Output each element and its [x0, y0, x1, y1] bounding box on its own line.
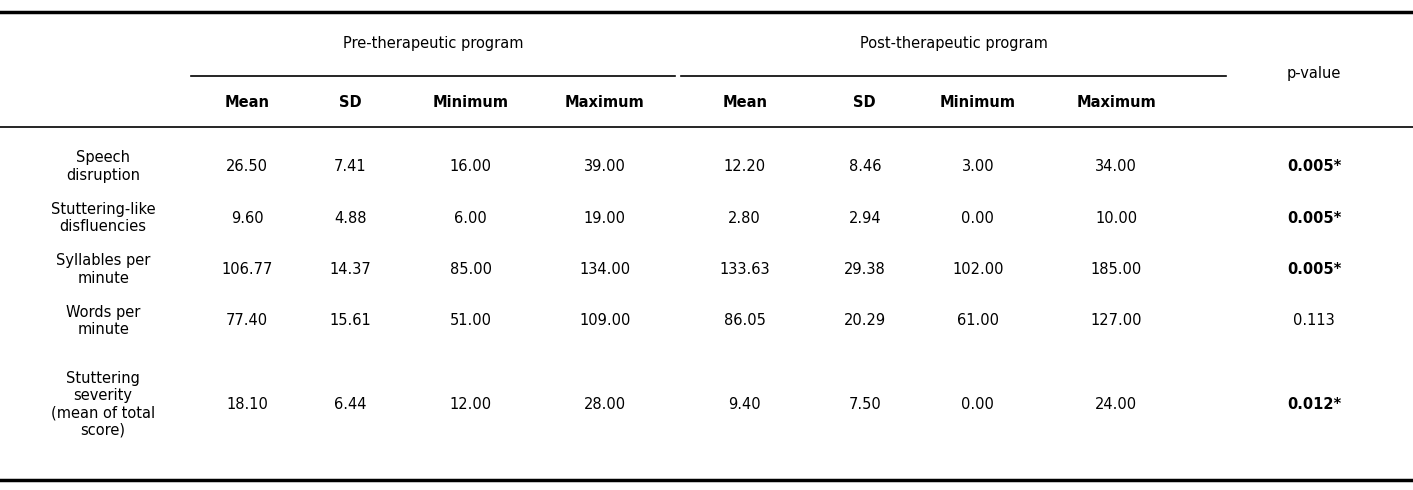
- Text: 12.20: 12.20: [723, 159, 766, 174]
- Text: Maximum: Maximum: [565, 96, 644, 110]
- Text: 9.60: 9.60: [230, 211, 264, 225]
- Text: 0.113: 0.113: [1293, 314, 1335, 328]
- Text: 34.00: 34.00: [1095, 159, 1137, 174]
- Text: 0.012*: 0.012*: [1287, 397, 1341, 412]
- Text: Speech
disruption: Speech disruption: [66, 150, 140, 183]
- Text: SD: SD: [339, 96, 362, 110]
- Text: 24.00: 24.00: [1095, 397, 1137, 412]
- Text: 2.80: 2.80: [728, 211, 762, 225]
- Text: 61.00: 61.00: [957, 314, 999, 328]
- Text: 12.00: 12.00: [449, 397, 492, 412]
- Text: 0.005*: 0.005*: [1287, 159, 1341, 174]
- Text: 19.00: 19.00: [584, 211, 626, 225]
- Text: 10.00: 10.00: [1095, 211, 1137, 225]
- Text: 9.40: 9.40: [728, 397, 762, 412]
- Text: 4.88: 4.88: [333, 211, 367, 225]
- Text: 2.94: 2.94: [848, 211, 882, 225]
- Text: 14.37: 14.37: [329, 262, 372, 277]
- Text: 28.00: 28.00: [584, 397, 626, 412]
- Text: Stuttering
severity
(mean of total
score): Stuttering severity (mean of total score…: [51, 370, 155, 438]
- Text: 109.00: 109.00: [579, 314, 630, 328]
- Text: 134.00: 134.00: [579, 262, 630, 277]
- Text: 77.40: 77.40: [226, 314, 268, 328]
- Text: Minimum: Minimum: [432, 96, 509, 110]
- Text: Maximum: Maximum: [1077, 96, 1156, 110]
- Text: Minimum: Minimum: [940, 96, 1016, 110]
- Text: 20.29: 20.29: [844, 314, 886, 328]
- Text: 0.005*: 0.005*: [1287, 262, 1341, 277]
- Text: 6.00: 6.00: [454, 211, 487, 225]
- Text: 85.00: 85.00: [449, 262, 492, 277]
- Text: 102.00: 102.00: [952, 262, 1003, 277]
- Text: 39.00: 39.00: [584, 159, 626, 174]
- Text: 51.00: 51.00: [449, 314, 492, 328]
- Text: 0.00: 0.00: [961, 397, 995, 412]
- Text: Pre-therapeutic program: Pre-therapeutic program: [343, 36, 523, 50]
- Text: 7.50: 7.50: [848, 397, 882, 412]
- Text: 0.005*: 0.005*: [1287, 211, 1341, 225]
- Text: Post-therapeutic program: Post-therapeutic program: [861, 36, 1047, 50]
- Text: Syllables per
minute: Syllables per minute: [57, 253, 150, 286]
- Text: 0.00: 0.00: [961, 211, 995, 225]
- Text: SD: SD: [853, 96, 876, 110]
- Text: 16.00: 16.00: [449, 159, 492, 174]
- Text: 7.41: 7.41: [333, 159, 367, 174]
- Text: 106.77: 106.77: [222, 262, 273, 277]
- Text: 26.50: 26.50: [226, 159, 268, 174]
- Text: 18.10: 18.10: [226, 397, 268, 412]
- Text: Stuttering-like
disfluencies: Stuttering-like disfluencies: [51, 202, 155, 234]
- Text: 3.00: 3.00: [961, 159, 995, 174]
- Text: 15.61: 15.61: [329, 314, 372, 328]
- Text: 127.00: 127.00: [1091, 314, 1142, 328]
- Text: p-value: p-value: [1287, 66, 1341, 80]
- Text: 133.63: 133.63: [719, 262, 770, 277]
- Text: Mean: Mean: [225, 96, 270, 110]
- Text: 185.00: 185.00: [1091, 262, 1142, 277]
- Text: 86.05: 86.05: [723, 314, 766, 328]
- Text: Words per
minute: Words per minute: [66, 305, 140, 337]
- Text: Mean: Mean: [722, 96, 767, 110]
- Text: 8.46: 8.46: [848, 159, 882, 174]
- Text: 6.44: 6.44: [333, 397, 367, 412]
- Text: 29.38: 29.38: [844, 262, 886, 277]
